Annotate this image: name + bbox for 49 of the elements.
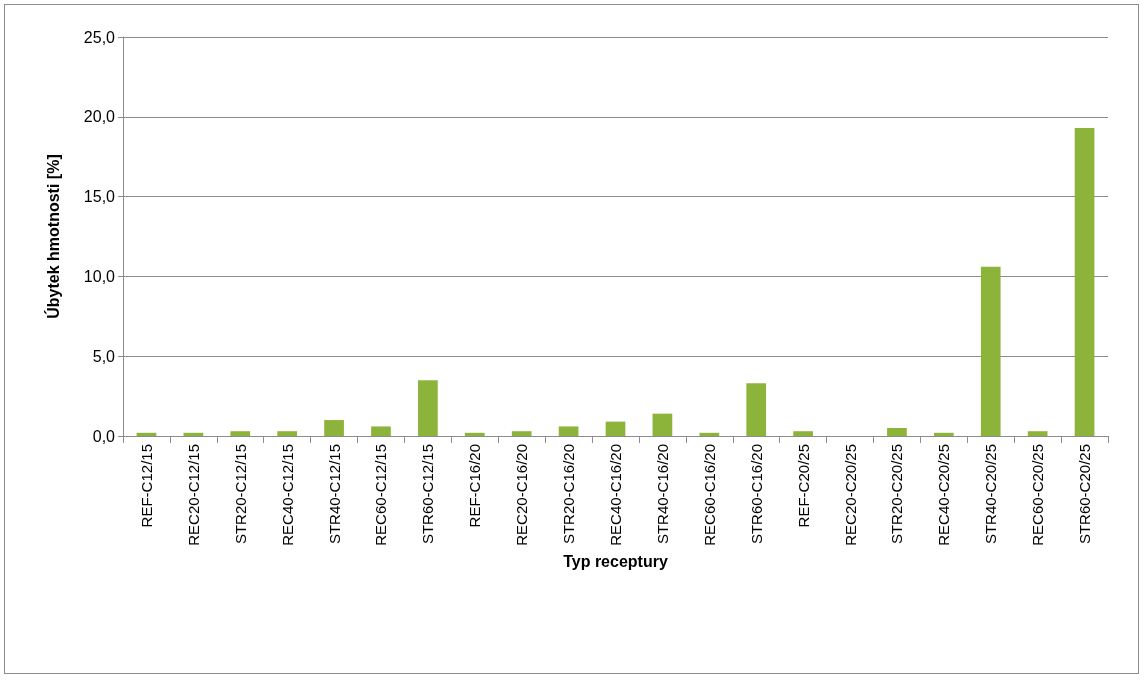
x-tick-label: REC20-C20/25 [841,444,859,546]
bar [230,431,251,436]
y-axis-title: Úbytek hmotnosti [%] [43,154,62,319]
x-tick-label: STR20-C20/25 [888,444,906,545]
bar [1027,431,1048,436]
bar [464,432,485,436]
x-tick-label: STR60-C12/15 [419,444,437,545]
bar [652,413,673,436]
y-tick-label: 10,0 [83,267,116,285]
bar [418,380,438,436]
x-tick-label: REC20-C12/15 [184,444,202,546]
bar [933,432,954,436]
x-tick-label: STR20-C12/15 [231,444,249,545]
x-tick-label: STR40-C20/25 [982,444,1000,545]
x-axis-title: Typ receptury [563,553,668,571]
bar [136,432,157,436]
bar [511,431,532,436]
bar [371,426,391,436]
bar [887,428,907,436]
x-tick-label: REC40-C12/15 [278,444,296,546]
x-tick-label: STR40-C16/20 [653,444,671,545]
x-tick-label: REC60-C12/15 [372,444,390,546]
x-tick-label: STR60-C20/25 [1076,444,1094,545]
bar [746,383,767,436]
x-tick-label: REC60-C16/20 [700,444,718,546]
bar [699,432,720,436]
x-tick-label: STR60-C16/20 [747,444,765,545]
x-tick-label: REF-C20/25 [794,444,812,528]
y-tick-label: 20,0 [83,108,116,126]
bar [324,420,344,436]
x-tick-label: REC20-C16/20 [513,444,531,546]
x-tick-label: REC60-C20/25 [1029,444,1047,546]
x-tick-label: REC40-C16/20 [607,444,624,546]
x-tick-label: STR40-C12/15 [325,444,343,545]
x-tick-label: REC40-C20/25 [935,444,953,546]
bar [558,426,579,436]
bar [277,431,298,436]
bar [1074,127,1095,436]
bar [980,266,1001,436]
x-tick-label: REF-C12/15 [137,444,155,528]
bar [793,431,813,436]
y-tick-label: 25,0 [83,28,116,46]
bar [183,432,204,436]
y-tick-label: 0,0 [92,427,116,445]
y-tick-label: 5,0 [92,347,116,365]
x-tick-label: STR20-C16/20 [560,444,578,545]
bar [605,421,626,436]
x-tick-label: REF-C16/20 [466,444,484,528]
y-tick-label: 15,0 [83,188,116,206]
